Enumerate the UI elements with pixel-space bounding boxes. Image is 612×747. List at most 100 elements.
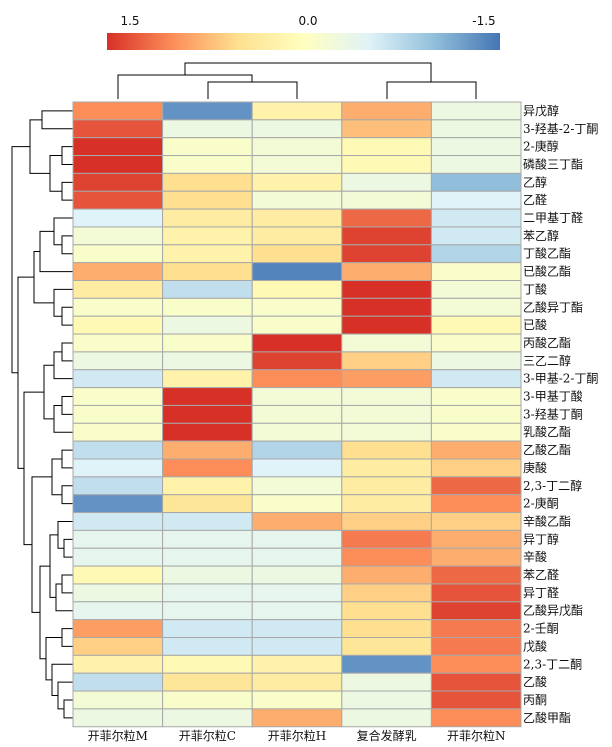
heatmap-cell — [251, 637, 343, 656]
col-dendro-branch — [184, 62, 432, 82]
heatmap-cell — [430, 619, 522, 639]
heatmap-cell — [430, 387, 522, 406]
row-dendro-branch — [49, 534, 58, 598]
row-dendro-branch — [61, 181, 73, 201]
heatmap-cell — [72, 119, 164, 139]
heatmap-cell — [341, 672, 432, 692]
heatmap-cell — [251, 404, 343, 424]
row-label: 苯乙醇 — [523, 228, 559, 243]
heatmap-cell — [72, 369, 164, 389]
heatmap-cell — [251, 262, 343, 281]
heatmap-cell — [341, 244, 432, 264]
row-dendro-branch — [57, 520, 73, 549]
heatmap-cell — [341, 297, 432, 317]
heatmap-cell — [430, 601, 522, 621]
column-label: 开菲尔粒H — [268, 728, 326, 743]
heatmap-cell — [72, 333, 164, 353]
heatmap-cell — [430, 708, 522, 728]
row-dendro-branch — [51, 663, 73, 697]
row-label: 2,3-丁二醇 — [523, 478, 582, 493]
heatmap-cell — [430, 351, 522, 371]
heatmap-cell — [341, 422, 432, 442]
heatmap-cell — [162, 440, 253, 460]
color-scale: 1.5 0.0 -1.5 — [107, 14, 500, 50]
heatmap-cell — [162, 654, 253, 674]
heatmap-cell — [162, 101, 253, 121]
row-dendro-branch — [53, 288, 73, 317]
heatmap-cell — [72, 404, 164, 424]
heatmap-cell — [251, 601, 343, 621]
color-scale-tick-high: 1.5 — [120, 14, 139, 28]
heatmap-cell — [251, 387, 343, 406]
heatmap-cell — [162, 672, 253, 692]
heatmap-cell — [430, 637, 522, 656]
heatmap-cell — [72, 280, 164, 299]
heatmap-cell — [162, 529, 253, 549]
heatmap-cell — [430, 404, 522, 424]
row-dendro-branch — [61, 628, 73, 647]
heatmap-cell — [251, 226, 343, 246]
heatmap-cell — [72, 512, 164, 531]
row-label: 异丁醇 — [523, 531, 559, 546]
heatmap-cell — [430, 672, 522, 692]
heatmap-cell — [72, 708, 164, 728]
heatmap-cell — [430, 172, 522, 192]
heatmap-cell — [72, 583, 164, 603]
heatmap-cell — [162, 315, 253, 335]
heatmap-cell — [430, 315, 522, 335]
col-dendro-branch — [386, 81, 477, 99]
heatmap-cell — [251, 476, 343, 496]
row-dendro-branch — [61, 342, 73, 362]
row-dendro-branch — [55, 583, 73, 612]
heatmap-cell — [430, 422, 522, 442]
row-label: 乳酸乙酯 — [523, 424, 571, 439]
heatmap-cell — [72, 458, 164, 478]
heatmap-cell — [72, 422, 164, 442]
heatmap-cell — [251, 529, 343, 549]
row-dendro-branch — [17, 276, 34, 469]
row-label: 二甲基丁醛 — [523, 210, 583, 225]
heatmap-cell — [251, 315, 343, 335]
heatmap-cell — [162, 637, 253, 656]
row-label: 乙酸异戊酯 — [523, 603, 583, 618]
row-label: 庚酸 — [523, 460, 547, 475]
heatmap-cell — [341, 137, 432, 157]
column-label: 开菲尔粒C — [179, 728, 236, 743]
heatmap-cell — [72, 565, 164, 585]
row-dendro-branch — [31, 476, 52, 613]
heatmap-cell — [251, 619, 343, 639]
row-label: 已酸 — [523, 317, 547, 332]
heatmap-cell — [162, 172, 253, 192]
heatmap-cell — [72, 440, 164, 460]
heatmap-cell — [72, 547, 164, 567]
heatmap-cell — [251, 494, 343, 514]
heatmap-cell — [430, 440, 522, 460]
heatmap-cell — [341, 155, 432, 174]
col-dendro-branch — [117, 74, 253, 99]
heatmap-cell — [251, 654, 343, 674]
heatmap-cell — [162, 494, 253, 514]
heatmap-cell — [341, 601, 432, 621]
row-dendro-branch — [61, 449, 73, 469]
heatmap-cell — [341, 654, 432, 674]
heatmap-cell — [430, 690, 522, 710]
heatmap-cell — [162, 565, 253, 585]
heatmap-cell — [162, 619, 253, 639]
heatmap-cell — [72, 226, 164, 246]
row-label: 乙酸异丁酯 — [523, 299, 583, 314]
row-label: 乙酸乙酯 — [523, 442, 571, 457]
row-label: 苯乙醛 — [523, 567, 559, 582]
heatmap-cell — [341, 690, 432, 710]
heatmap-cell — [162, 155, 253, 174]
heatmap-cell — [341, 476, 432, 496]
heatmap-cell — [162, 208, 253, 228]
row-dendro-branch — [45, 637, 62, 681]
row-dendro-branch — [63, 538, 73, 558]
heatmap-cell — [72, 244, 164, 264]
row-dendro-branch — [39, 565, 50, 660]
heatmap-cell — [162, 404, 253, 424]
heatmap-cell — [162, 583, 253, 603]
row-label: 3-甲基丁酸 — [523, 389, 583, 404]
heatmap-cell — [251, 440, 343, 460]
